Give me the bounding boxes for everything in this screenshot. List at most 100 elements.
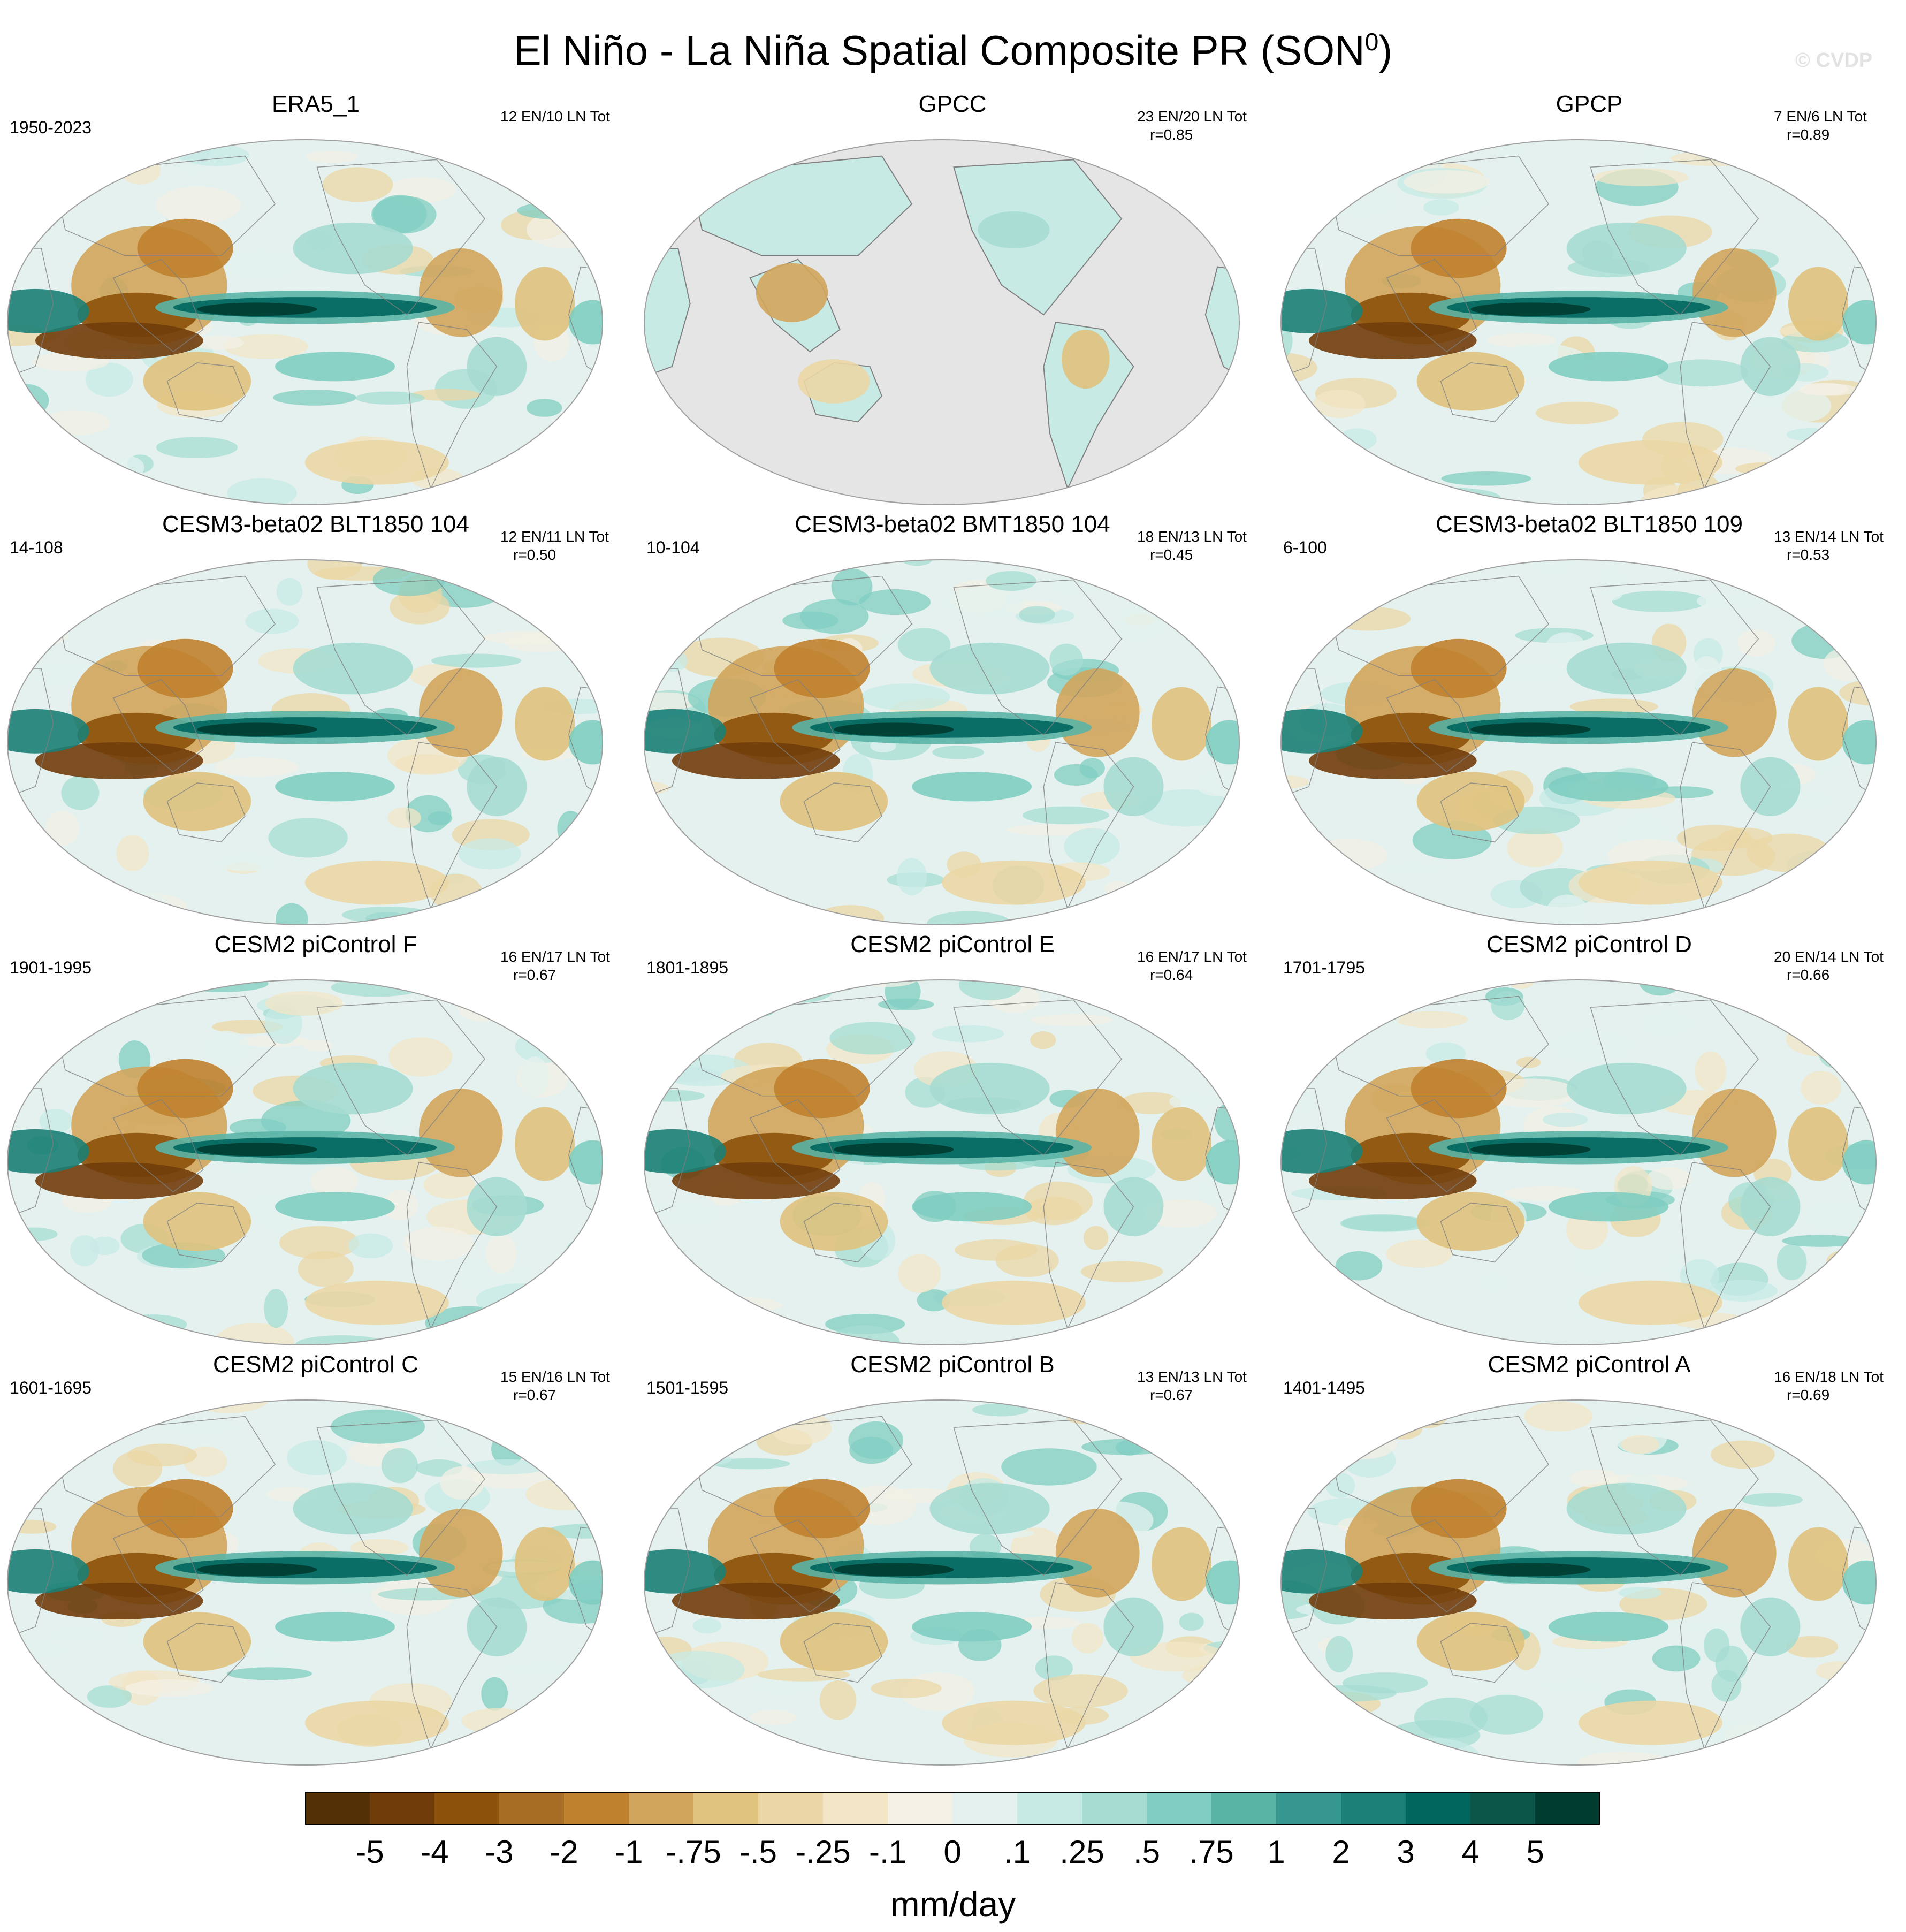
colorbar-tick-label: -5 xyxy=(355,1834,384,1870)
precip-anomaly-map xyxy=(644,139,1240,505)
map-panel: CESM3-beta02 BLT1850 104 14-108 12 EN/11 L… xyxy=(0,508,631,931)
page-title: El Niño - La Niña Spatial Composite PR (… xyxy=(0,15,1906,77)
panel-title: CESM3-beta02 BLT1850 109 xyxy=(1436,511,1743,537)
panel-stats: 15 EN/16 LN Tot r=0.67 xyxy=(500,1368,610,1404)
panel-years: 10-104 xyxy=(646,538,700,557)
map-panel: CESM3-beta02 BMT1850 104 10-104 18 EN/13 L… xyxy=(637,508,1268,931)
colorbar-swatch xyxy=(693,1792,758,1825)
panel-title: CESM2 piControl B xyxy=(850,1351,1055,1378)
colorbar-tick-label: 2 xyxy=(1332,1834,1350,1870)
precip-anomaly-map xyxy=(1280,979,1877,1345)
panel-stats: 7 EN/6 LN Tot r=0.89 xyxy=(1774,108,1867,144)
colorbar-units: mm/day xyxy=(890,1884,1016,1924)
colorbar-swatch xyxy=(305,1792,370,1825)
colorbar-swatch xyxy=(434,1792,499,1825)
map-panel: CESM2 piControl A 1401-1495 16 EN/18 LN To… xyxy=(1274,1349,1905,1771)
colorbar: -5 -4 -3 -2 -1 -.75 -.5 -.25 -.1 0 .1 .25 .5 .75 1 2 3 4 5 xyxy=(305,1792,1600,1910)
title-close: ) xyxy=(1378,27,1393,74)
panel-stats: 13 EN/13 LN Tot r=0.67 xyxy=(1137,1368,1247,1404)
panel-years: 14-108 xyxy=(10,538,63,557)
panel-years: 1601-1695 xyxy=(10,1378,92,1397)
panel-title: CESM3-beta02 BLT1850 104 xyxy=(162,511,469,537)
colorbar-tick-label: 4 xyxy=(1461,1834,1480,1870)
event-count: 23 EN/20 LN Tot xyxy=(1137,108,1247,125)
colorbar-tick-label: .1 xyxy=(1003,1834,1031,1870)
map-panel: CESM3-beta02 BLT1850 109 6-100 13 EN/14 LN… xyxy=(1274,508,1905,931)
event-count: 13 EN/13 LN Tot xyxy=(1137,1368,1247,1385)
panel-years: 1501-1595 xyxy=(646,1378,729,1397)
panel-years: 6-100 xyxy=(1283,538,1327,557)
colorbar-swatch xyxy=(1017,1792,1082,1825)
panel-stats: 20 EN/14 LN Tot r=0.66 xyxy=(1774,948,1884,984)
panel-stats: 16 EN/18 LN Tot r=0.69 xyxy=(1774,1368,1884,1404)
precip-anomaly-map xyxy=(7,559,603,925)
pattern-correlation: r=0.50 xyxy=(513,546,556,563)
map-panel: CESM2 piControl F 1901-1995 16 EN/17 LN To… xyxy=(0,929,631,1351)
event-count: 16 EN/17 LN Tot xyxy=(1137,948,1247,965)
panel-title: CESM2 piControl C xyxy=(213,1351,418,1378)
map-panel: CESM2 piControl B 1501-1595 13 EN/13 LN To… xyxy=(637,1349,1268,1771)
colorbar-tick-label: -4 xyxy=(420,1834,449,1870)
colorbar-tick-label: -3 xyxy=(485,1834,514,1870)
colorbar-swatch xyxy=(370,1792,434,1825)
precip-anomaly-map xyxy=(7,139,603,505)
precip-anomaly-map xyxy=(1280,559,1877,925)
colorbar-swatches xyxy=(305,1792,1600,1825)
panel-title: CESM2 piControl F xyxy=(214,931,417,957)
precip-anomaly-map xyxy=(7,1399,603,1766)
colorbar-swatch xyxy=(629,1792,693,1825)
event-count: 16 EN/18 LN Tot xyxy=(1774,1368,1884,1385)
map-panel: CESM2 piControl C 1601-1695 15 EN/16 LN To… xyxy=(0,1349,631,1771)
pattern-correlation: r=0.53 xyxy=(1787,546,1830,563)
colorbar-swatch xyxy=(952,1792,1017,1825)
event-count: 12 EN/11 LN Tot xyxy=(500,528,609,545)
panel-title: CESM2 piControl A xyxy=(1488,1351,1691,1378)
colorbar-tick-label: -2 xyxy=(550,1834,578,1870)
colorbar-swatch xyxy=(1147,1792,1211,1825)
colorbar-tick-label: -.1 xyxy=(868,1834,907,1870)
panel-title: CESM2 piControl D xyxy=(1486,931,1692,957)
pattern-correlation: r=0.67 xyxy=(513,967,556,983)
colorbar-tick-label: .75 xyxy=(1189,1834,1234,1870)
panel-stats: 13 EN/14 LN Tot r=0.53 xyxy=(1774,528,1884,564)
panel-title: GPCC xyxy=(918,91,987,117)
colorbar-tick-label: -1 xyxy=(614,1834,643,1870)
pattern-correlation: r=0.66 xyxy=(1787,967,1830,983)
panel-title: CESM2 piControl E xyxy=(850,931,1055,957)
pattern-correlation: r=0.67 xyxy=(513,1387,556,1403)
colorbar-swatch xyxy=(823,1792,888,1825)
panel-years: 1950-2023 xyxy=(10,118,92,137)
precip-anomaly-map xyxy=(644,559,1240,925)
panel-title: CESM3-beta02 BMT1850 104 xyxy=(795,511,1110,537)
precip-anomaly-map xyxy=(644,1399,1240,1766)
title-superscript: 0 xyxy=(1364,28,1379,56)
pattern-correlation: r=0.45 xyxy=(1150,546,1193,563)
colorbar-swatch xyxy=(1341,1792,1406,1825)
title-text: El Niño - La Niña Spatial Composite PR (… xyxy=(513,27,1365,74)
colorbar-tick-label: -.25 xyxy=(795,1834,851,1870)
panel-stats: 12 EN/10 LN Tot xyxy=(500,108,610,126)
panel-title: ERA5_1 xyxy=(272,91,360,117)
map-panel: GPCP 7 EN/6 LN Tot r=0.89 xyxy=(1274,88,1905,511)
precip-anomaly-map xyxy=(7,979,603,1345)
pattern-correlation: r=0.64 xyxy=(1150,967,1193,983)
panel-years: 1901-1995 xyxy=(10,958,92,977)
colorbar-tick-label: -.5 xyxy=(739,1834,777,1870)
event-count: 13 EN/14 LN Tot xyxy=(1774,528,1884,545)
panel-years: 1701-1795 xyxy=(1283,958,1366,977)
map-panel: CESM2 piControl D 1701-1795 20 EN/14 LN To… xyxy=(1274,929,1905,1351)
event-count: 15 EN/16 LN Tot xyxy=(500,1368,610,1385)
colorbar-swatch xyxy=(1211,1792,1276,1825)
panel-title: GPCP xyxy=(1556,91,1623,117)
colorbar-tick-label: 3 xyxy=(1397,1834,1415,1870)
precip-anomaly-map xyxy=(1280,1399,1877,1766)
event-count: 12 EN/10 LN Tot xyxy=(500,108,610,125)
colorbar-tick-label: 0 xyxy=(943,1834,962,1870)
event-count: 16 EN/17 LN Tot xyxy=(500,948,610,965)
colorbar-tick-label: 5 xyxy=(1526,1834,1544,1870)
colorbar-tick-label: .25 xyxy=(1059,1834,1104,1870)
colorbar-swatch xyxy=(564,1792,629,1825)
event-count: 20 EN/14 LN Tot xyxy=(1774,948,1884,965)
colorbar-tick-label: .5 xyxy=(1133,1834,1161,1870)
pattern-correlation: r=0.85 xyxy=(1150,126,1193,143)
